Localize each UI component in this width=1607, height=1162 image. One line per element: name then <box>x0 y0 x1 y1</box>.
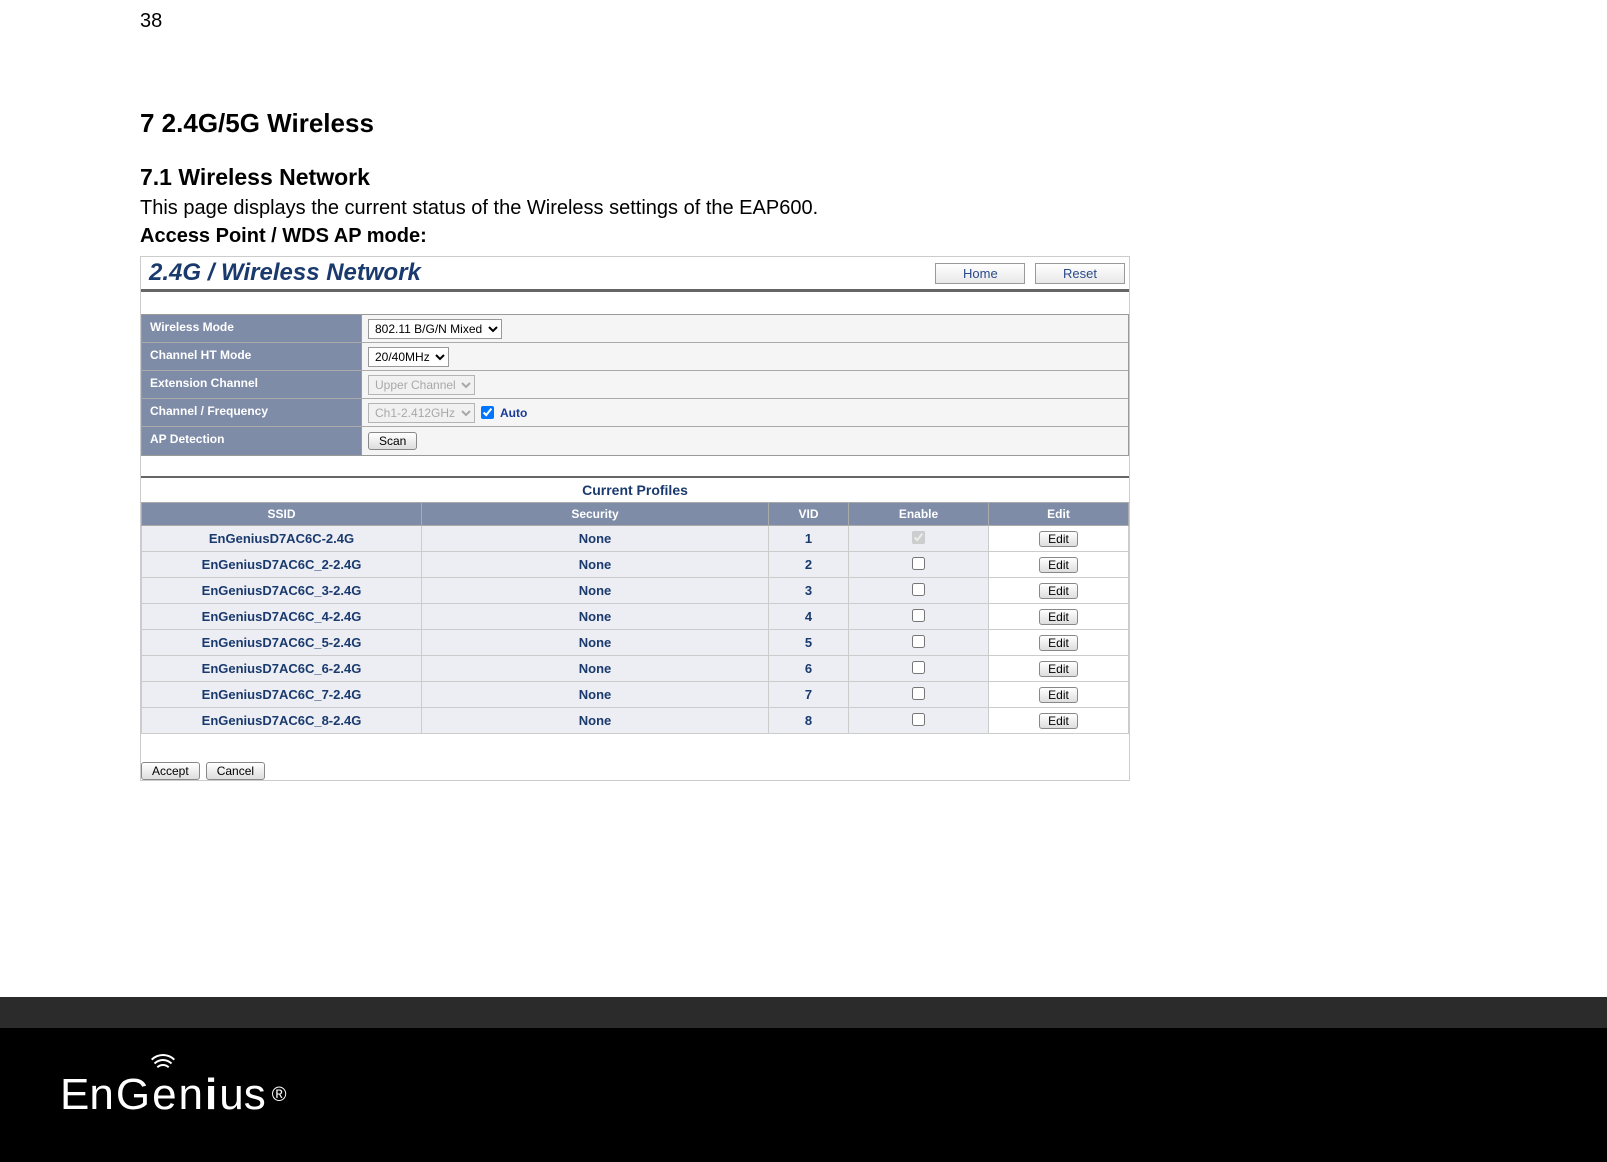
ht-mode-label: Channel HT Mode <box>142 343 362 370</box>
ssid-cell: EnGeniusD7AC6C_6-2.4G <box>142 656 422 682</box>
security-cell: None <box>422 630 769 656</box>
freq-label: Channel / Frequency <box>142 399 362 426</box>
auto-label: Auto <box>500 406 527 420</box>
enable-checkbox[interactable] <box>912 713 925 726</box>
enable-checkbox[interactable] <box>912 557 925 570</box>
ssid-cell: EnGeniusD7AC6C-2.4G <box>142 526 422 552</box>
enable-cell <box>849 552 989 578</box>
col-security: Security <box>422 503 769 526</box>
edit-button[interactable]: Edit <box>1039 531 1078 547</box>
vid-cell: 6 <box>769 656 849 682</box>
vid-cell: 5 <box>769 630 849 656</box>
edit-button[interactable]: Edit <box>1039 609 1078 625</box>
security-cell: None <box>422 578 769 604</box>
wireless-mode-select[interactable]: 802.11 B/G/N Mixed <box>368 319 502 339</box>
edit-cell: Edit <box>989 578 1129 604</box>
enable-checkbox[interactable] <box>912 661 925 674</box>
settings-table: Wireless Mode 802.11 B/G/N Mixed Channel… <box>141 314 1129 456</box>
ssid-cell: EnGeniusD7AC6C_5-2.4G <box>142 630 422 656</box>
vid-cell: 2 <box>769 552 849 578</box>
mode-label: Access Point / WDS AP mode: <box>140 225 1200 248</box>
table-row: EnGeniusD7AC6C_3-2.4GNone3 Edit <box>142 578 1129 604</box>
ssid-cell: EnGeniusD7AC6C_3-2.4G <box>142 578 422 604</box>
security-cell: None <box>422 552 769 578</box>
footer: EnGe nius® <box>0 997 1607 1162</box>
edit-button[interactable]: Edit <box>1039 557 1078 573</box>
home-button[interactable]: Home <box>935 263 1025 284</box>
profiles-table: SSID Security VID Enable Edit EnGeniusD7… <box>141 502 1129 734</box>
edit-button[interactable]: Edit <box>1039 583 1078 599</box>
scan-button[interactable]: Scan <box>368 432 417 450</box>
edit-cell: Edit <box>989 682 1129 708</box>
col-vid: VID <box>769 503 849 526</box>
ap-detection-label: AP Detection <box>142 427 362 455</box>
edit-cell: Edit <box>989 552 1129 578</box>
cancel-button[interactable]: Cancel <box>206 762 265 780</box>
vid-cell: 3 <box>769 578 849 604</box>
brand-logo: EnGe nius® <box>60 1070 287 1120</box>
enable-cell <box>849 682 989 708</box>
freq-select: Ch1-2.412GHz <box>368 403 475 423</box>
edit-button[interactable]: Edit <box>1039 687 1078 703</box>
profiles-section: Current Profiles SSID Security VID Enabl… <box>141 476 1129 734</box>
enable-checkbox[interactable] <box>912 531 925 544</box>
vid-cell: 4 <box>769 604 849 630</box>
enable-cell <box>849 578 989 604</box>
intro-text: This page displays the current status of… <box>140 197 1200 220</box>
table-row: EnGeniusD7AC6C-2.4GNone1 Edit <box>142 526 1129 552</box>
security-cell: None <box>422 656 769 682</box>
edit-button[interactable]: Edit <box>1039 661 1078 677</box>
ssid-cell: EnGeniusD7AC6C_4-2.4G <box>142 604 422 630</box>
ssid-cell: EnGeniusD7AC6C_7-2.4G <box>142 682 422 708</box>
security-cell: None <box>422 682 769 708</box>
vid-cell: 7 <box>769 682 849 708</box>
table-row: EnGeniusD7AC6C_2-2.4GNone2 Edit <box>142 552 1129 578</box>
security-cell: None <box>422 604 769 630</box>
table-row: EnGeniusD7AC6C_7-2.4GNone7 Edit <box>142 682 1129 708</box>
col-enable: Enable <box>849 503 989 526</box>
table-row: EnGeniusD7AC6C_4-2.4GNone4 Edit <box>142 604 1129 630</box>
enable-cell <box>849 630 989 656</box>
edit-button[interactable]: Edit <box>1039 635 1078 651</box>
edit-cell: Edit <box>989 604 1129 630</box>
edit-cell: Edit <box>989 708 1129 734</box>
enable-cell <box>849 656 989 682</box>
enable-checkbox[interactable] <box>912 609 925 622</box>
ht-mode-select[interactable]: 20/40MHz <box>368 347 449 367</box>
vid-cell: 1 <box>769 526 849 552</box>
panel-title: 2.4G / Wireless Network <box>145 259 421 287</box>
page-number: 38 <box>140 10 1200 33</box>
ext-channel-label: Extension Channel <box>142 371 362 398</box>
enable-cell <box>849 604 989 630</box>
enable-checkbox[interactable] <box>912 635 925 648</box>
config-screenshot: 2.4G / Wireless Network Home Reset Wirel… <box>140 256 1130 781</box>
ssid-cell: EnGeniusD7AC6C_8-2.4G <box>142 708 422 734</box>
security-cell: None <box>422 526 769 552</box>
edit-cell: Edit <box>989 656 1129 682</box>
col-ssid: SSID <box>142 503 422 526</box>
security-cell: None <box>422 708 769 734</box>
table-row: EnGeniusD7AC6C_8-2.4GNone8 Edit <box>142 708 1129 734</box>
enable-checkbox[interactable] <box>912 687 925 700</box>
wireless-mode-label: Wireless Mode <box>142 315 362 342</box>
edit-cell: Edit <box>989 526 1129 552</box>
edit-button[interactable]: Edit <box>1039 713 1078 729</box>
section-heading: 7.1 Wireless Network <box>140 164 1200 191</box>
enable-cell <box>849 708 989 734</box>
reset-button[interactable]: Reset <box>1035 263 1125 284</box>
ssid-cell: EnGeniusD7AC6C_2-2.4G <box>142 552 422 578</box>
profiles-title: Current Profiles <box>141 478 1129 502</box>
accept-button[interactable]: Accept <box>141 762 200 780</box>
enable-cell <box>849 526 989 552</box>
vid-cell: 8 <box>769 708 849 734</box>
chapter-heading: 7 2.4G/5G Wireless <box>140 108 1200 139</box>
table-row: EnGeniusD7AC6C_6-2.4GNone6 Edit <box>142 656 1129 682</box>
col-edit: Edit <box>989 503 1129 526</box>
enable-checkbox[interactable] <box>912 583 925 596</box>
edit-cell: Edit <box>989 630 1129 656</box>
auto-checkbox[interactable] <box>481 406 494 419</box>
table-row: EnGeniusD7AC6C_5-2.4GNone5 Edit <box>142 630 1129 656</box>
ext-channel-select: Upper Channel <box>368 375 475 395</box>
